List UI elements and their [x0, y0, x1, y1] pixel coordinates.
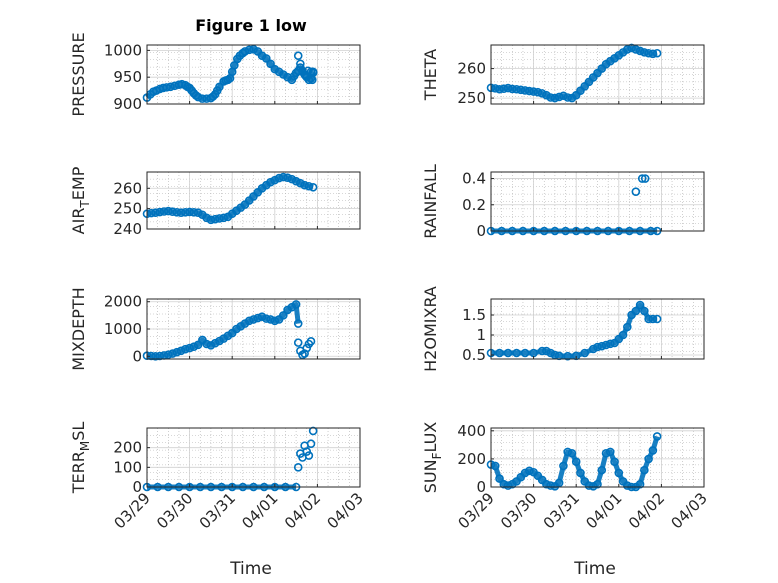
data-point-outlier	[293, 463, 303, 472]
x-tick-label: 04/03	[668, 489, 711, 532]
data-series-band	[145, 46, 316, 102]
data-point-outlier	[637, 174, 647, 183]
subplot-mixdepth: 0 1000 2000 MIXDEPTH	[69, 287, 361, 371]
y-tick-label: 0.4	[462, 170, 486, 188]
y-tick-label: 0	[132, 478, 142, 496]
y-tick-label: 400	[457, 422, 486, 440]
plot-area	[491, 172, 704, 231]
y-axis-label: H2OMIXRA	[421, 286, 440, 372]
axes-frame	[146, 427, 361, 488]
y-tick-label: 0	[476, 222, 486, 240]
x-axis-label-left: Time	[229, 559, 272, 579]
y-tick-label: 100	[113, 458, 142, 476]
y-tick-label: 0	[132, 347, 142, 365]
axes-frame	[490, 298, 705, 360]
data-point-outlier	[304, 451, 314, 460]
y-tick-label: 260	[113, 179, 142, 197]
y-axis-label: THETA	[421, 49, 440, 101]
x-tick-label: 03/31	[540, 489, 583, 532]
y-tick-label: 240	[113, 220, 142, 238]
axes-frame	[146, 171, 361, 230]
plot-area	[147, 45, 360, 104]
y-tick-label: 900	[113, 95, 142, 113]
y-tick-label: 1	[476, 326, 486, 344]
data-point-outlier	[293, 51, 303, 61]
axes-frame	[490, 171, 705, 232]
data-point-outlier	[302, 343, 312, 353]
y-axis-label: MIXDEPTH	[69, 287, 88, 370]
y-tick-label: 0	[476, 478, 486, 496]
subplot-rainfall: 0 0.2 0.4 RAINFALL	[421, 164, 705, 240]
subplot-air-temp: 240 250 260 AIRTEMP	[69, 166, 361, 238]
data-series-band	[491, 302, 658, 359]
y-tick-label: 1000	[104, 320, 142, 338]
data-series-band	[490, 435, 660, 490]
data-series-band	[490, 45, 658, 101]
x-tick-label: 04/02	[625, 489, 668, 532]
x-tick-label: 03/30	[153, 489, 196, 532]
data-series-band	[146, 301, 301, 359]
y-tick-label: 250	[113, 200, 142, 218]
y-axis-label: PRESSURE	[69, 32, 88, 116]
y-axis-label: AIRTEMP	[69, 166, 92, 234]
x-tick-label: 04/02	[281, 489, 324, 532]
data-point-outlier	[308, 426, 318, 436]
y-tick-label: 1000	[104, 41, 142, 59]
x-tick-label: 04/03	[324, 489, 367, 532]
y-axis-label: RAINFALL	[421, 164, 440, 239]
x-axis-label-right: Time	[573, 559, 616, 579]
subplot-theta: 250 260 THETA	[421, 43, 705, 107]
y-tick-label: 950	[113, 68, 142, 86]
x-tick-label: 03/31	[196, 489, 239, 532]
subplot-h2omixra: 0.5 1 1.5 H2OMIXRA	[421, 286, 705, 372]
y-tick-label: 260	[457, 60, 486, 78]
axes-frame	[490, 44, 705, 105]
y-tick-label: 200	[457, 450, 486, 468]
x-tick-label: 04/01	[238, 489, 281, 532]
data-series-band	[146, 174, 314, 223]
subplot-pressure: 900 950 1000 PRESSURE	[69, 32, 361, 117]
x-tick-label: 03/30	[497, 489, 540, 532]
y-tick-label: 0.2	[462, 196, 486, 214]
y-tick-label: 1.5	[462, 306, 486, 324]
y-tick-label: 2000	[104, 293, 142, 311]
y-axis-label: TERRMSL	[69, 422, 92, 495]
data-point-outlier	[306, 336, 316, 346]
data-point-outlier	[293, 338, 303, 347]
axes-frame	[146, 44, 361, 105]
x-tick-label: 04/01	[582, 489, 625, 532]
y-tick-label: 200	[113, 439, 142, 457]
axes-frame	[490, 427, 705, 488]
plot-area	[147, 428, 360, 487]
y-axis-label: SUNFLUX	[421, 422, 444, 494]
data-point-outlier	[640, 174, 650, 183]
figure-title: Figure 1 low	[195, 16, 307, 35]
data-point-outlier	[631, 187, 641, 196]
y-tick-label: 250	[457, 89, 486, 107]
data-point-outlier	[306, 439, 316, 449]
y-tick-label: 0.5	[462, 346, 486, 364]
